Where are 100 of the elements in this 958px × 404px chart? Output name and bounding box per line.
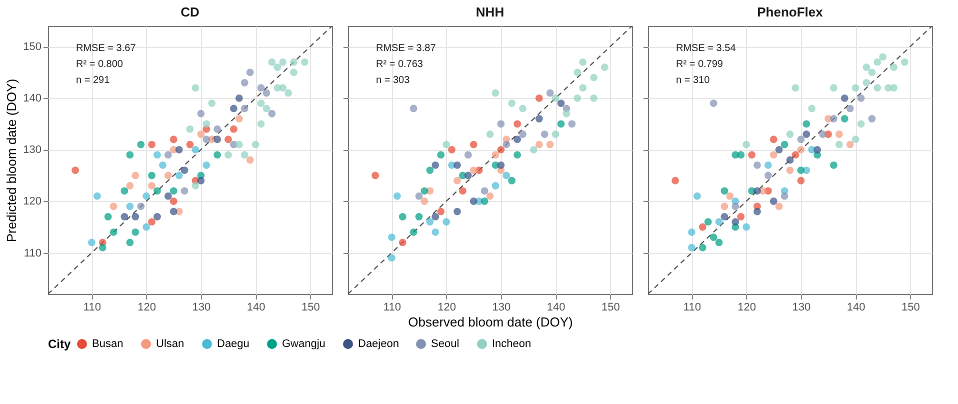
point <box>720 212 728 220</box>
point <box>497 146 505 154</box>
point <box>764 172 772 180</box>
point <box>154 187 161 195</box>
point <box>502 172 510 180</box>
point <box>126 202 134 210</box>
point <box>214 151 222 159</box>
point <box>737 212 745 220</box>
legend-label: Ulsan <box>156 338 184 350</box>
x-tick-label: 140 <box>246 302 266 314</box>
point <box>240 151 248 159</box>
point <box>170 208 178 216</box>
legend-label: Incheon <box>492 338 532 350</box>
x-axis-title: Observed bloom date (DOY) <box>408 314 573 330</box>
point <box>835 140 843 148</box>
point <box>562 110 570 118</box>
point <box>874 84 882 92</box>
x-tick-label: 110 <box>383 302 401 314</box>
x-tick-label: 150 <box>301 302 320 314</box>
point <box>857 120 865 128</box>
point <box>480 198 488 205</box>
point <box>742 223 750 231</box>
point <box>268 110 276 118</box>
point <box>737 151 745 159</box>
x-tick-label: 150 <box>901 302 920 314</box>
point <box>126 182 134 190</box>
point <box>197 176 205 184</box>
point <box>120 212 128 220</box>
point <box>262 104 270 112</box>
point <box>120 187 128 195</box>
point <box>464 172 472 180</box>
point <box>710 234 718 242</box>
annotation: R² = 0.799 <box>676 59 724 70</box>
point <box>890 84 898 92</box>
point <box>557 100 565 108</box>
point <box>420 187 428 195</box>
point <box>715 218 723 226</box>
point <box>470 166 478 174</box>
point <box>470 140 478 148</box>
point <box>235 140 243 148</box>
point <box>535 140 543 148</box>
point <box>770 136 778 144</box>
x-tick-label: 120 <box>438 302 456 314</box>
point <box>497 161 505 169</box>
point <box>224 151 232 159</box>
point <box>514 120 522 128</box>
x-tick-label: 110 <box>683 302 701 314</box>
point <box>148 218 156 226</box>
point <box>300 58 308 66</box>
point <box>715 238 723 246</box>
point <box>398 238 406 246</box>
legend-label: Busan <box>92 338 124 350</box>
point <box>180 187 188 195</box>
point <box>437 151 445 159</box>
point <box>279 58 287 66</box>
point <box>372 172 380 180</box>
point <box>590 74 598 82</box>
point <box>514 151 522 159</box>
point <box>840 94 848 102</box>
point <box>388 254 396 262</box>
y-tick-label: 140 <box>23 92 42 105</box>
point <box>797 146 805 154</box>
point <box>797 136 805 144</box>
point <box>546 89 554 97</box>
point <box>546 140 554 148</box>
point <box>868 68 876 76</box>
point <box>284 89 292 97</box>
point <box>98 244 106 252</box>
point <box>164 172 172 180</box>
point <box>214 125 222 133</box>
point <box>492 89 500 97</box>
point <box>786 156 794 164</box>
point <box>202 161 210 169</box>
annotation: RMSE = 3.54 <box>676 43 736 54</box>
point <box>557 120 565 128</box>
point <box>432 212 440 220</box>
point <box>514 136 522 144</box>
point <box>126 238 134 246</box>
point <box>879 53 887 61</box>
point <box>530 146 538 154</box>
legend-title: City <box>48 337 71 351</box>
y-tick-label: 110 <box>24 247 42 260</box>
point <box>197 130 205 138</box>
point <box>240 78 248 86</box>
point <box>486 192 494 200</box>
point <box>890 64 898 71</box>
point <box>846 140 854 148</box>
point <box>900 58 908 66</box>
point <box>388 234 396 242</box>
point <box>110 228 118 236</box>
point <box>574 94 582 102</box>
point <box>137 140 145 148</box>
point <box>290 68 298 76</box>
y-axis-title: Predicted bloom date (DOY) <box>4 78 20 242</box>
point <box>552 94 560 102</box>
point <box>786 130 794 138</box>
point <box>246 68 254 76</box>
chart-title: PhenoFlex <box>757 4 824 20</box>
point <box>93 192 101 200</box>
point <box>464 151 472 159</box>
